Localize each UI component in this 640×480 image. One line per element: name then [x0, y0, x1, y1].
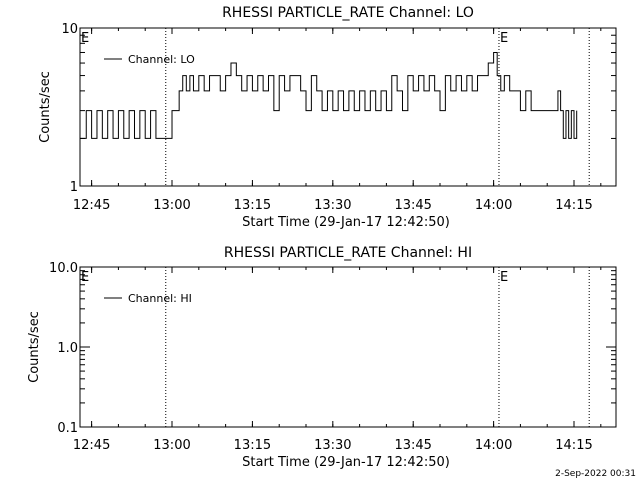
- x-tick-label: 13:15: [234, 438, 271, 453]
- chart-title: RHESSI PARTICLE_RATE Channel: HI: [224, 245, 472, 261]
- event-marker-label: E: [500, 31, 508, 46]
- x-tick-label: 14:15: [555, 198, 592, 213]
- legend-label: Channel: HI: [128, 292, 192, 305]
- y-axis-label: Counts/sec: [38, 71, 53, 143]
- y-tick-label: 1.0: [57, 341, 78, 356]
- chart-title: RHESSI PARTICLE_RATE Channel: LO: [222, 5, 474, 21]
- event-marker-label: E: [81, 270, 89, 285]
- legend-label: Channel: LO: [128, 53, 195, 66]
- y-tick-label: 0.1: [57, 421, 78, 436]
- x-tick-label: 14:00: [475, 198, 512, 213]
- chart-panel-hi: RHESSI PARTICLE_RATE Channel: HI E E 12:4…: [27, 245, 617, 470]
- y-axis-label: Counts/sec: [27, 311, 42, 383]
- legend: Channel: LO: [104, 53, 195, 66]
- x-tick-label: 13:00: [153, 198, 190, 213]
- x-tick-label: 13:45: [394, 198, 431, 213]
- event-marker-label: E: [81, 31, 89, 46]
- x-tick-label: 13:30: [314, 438, 351, 453]
- plot-frame: [79, 27, 617, 187]
- x-tick-label: 13:00: [153, 438, 190, 453]
- x-axis-label: Start Time (29-Jan-17 12:42:50): [242, 455, 450, 470]
- x-tick-label: 13:15: [234, 198, 271, 213]
- y-tick-label: 1: [70, 180, 78, 195]
- x-tick-label: 13:30: [314, 198, 351, 213]
- x-tick-label: 14:15: [555, 438, 592, 453]
- x-axis-label: Start Time (29-Jan-17 12:42:50): [242, 215, 450, 230]
- footer-timestamp: 2-Sep-2022 00:31: [555, 469, 636, 479]
- y-tick-label: 10.0: [49, 261, 78, 276]
- y-tick-label: 10: [61, 22, 78, 37]
- x-tick-label: 12:45: [73, 438, 110, 453]
- x-tick-label: 12:45: [73, 198, 110, 213]
- x-tick-label: 14:00: [475, 438, 512, 453]
- series-line-channel-lo: [80, 51, 578, 139]
- plot-frame: [79, 266, 617, 428]
- event-marker-label: E: [500, 270, 508, 285]
- x-tick-label: 13:45: [394, 438, 431, 453]
- chart-panel-lo: RHESSI PARTICLE_RATE Channel: LO E E 12:4…: [38, 5, 617, 230]
- legend: Channel: HI: [104, 292, 192, 305]
